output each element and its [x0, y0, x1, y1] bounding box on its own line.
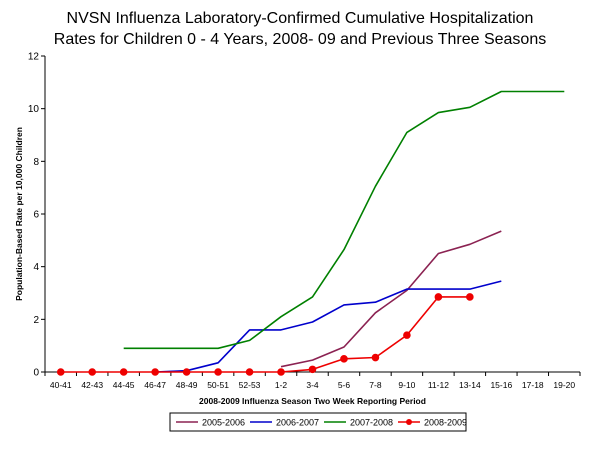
axes: 0 2 4 6 8 10 12 40-41 42-43 44-45 46-47 48-49 50-51 5… [14, 52, 581, 406]
y-tick-label: 10 [28, 104, 40, 115]
data-point-2008-2009 [403, 331, 411, 339]
series-line-2008-2009 [60, 296, 470, 373]
x-tick-label: 19-20 [553, 380, 575, 390]
x-tick-label: 5-6 [338, 380, 351, 390]
legend-label-2007-2008: 2007-2008 [350, 418, 393, 428]
x-tick-label: 44-45 [113, 380, 135, 390]
series-line-2007-2008 [123, 90, 565, 350]
data-point-2008-2009 [308, 365, 317, 374]
x-tick-label: 46-47 [144, 380, 166, 390]
data-point-2008-2009 [371, 353, 380, 362]
x-tick-label: 40-41 [50, 380, 72, 390]
y-tick-label: 6 [33, 210, 39, 221]
y-tick-label: 0 [33, 368, 39, 379]
x-tick-label: 9-10 [398, 380, 415, 390]
x-tick-label: 42-43 [81, 380, 103, 390]
series-2007-2008 [123, 90, 565, 350]
y-tick-label: 4 [33, 262, 39, 273]
series-2006-2007 [155, 280, 502, 373]
chart-title: NVSN Influenza Laboratory-Confirmed Cumu… [0, 8, 600, 50]
data-point-2008-2009 [340, 355, 348, 363]
x-tick-label: 11-12 [428, 380, 449, 390]
x-tick-label: 15-16 [490, 380, 512, 390]
y-tick-label: 8 [33, 157, 39, 168]
data-point-2008-2009 [119, 368, 128, 376]
x-tick-label: 52-53 [239, 380, 261, 390]
x-tick-label: 50-51 [207, 380, 229, 390]
data-point-2008-2009 [88, 368, 97, 376]
data-point-2008-2009 [182, 368, 191, 376]
x-tick-label: 3-4 [306, 380, 319, 390]
data-point-2008-2009 [151, 368, 159, 376]
y-axis-title: Population-Based Rate per 10,000 Childre… [14, 127, 24, 301]
series-group [56, 90, 565, 376]
y-tick-label: 2 [33, 315, 39, 326]
x-tick-label: 1-2 [275, 380, 288, 390]
legend-label-2006-2007: 2006-2007 [276, 418, 319, 428]
x-tick-label: 13-14 [459, 380, 481, 390]
data-point-2008-2009 [56, 368, 65, 376]
data-point-2008-2009 [466, 293, 474, 301]
legend-label-2008-2009: 2008-2009 [424, 418, 467, 428]
series-2005-2006 [280, 230, 502, 368]
data-point-2008-2009 [434, 293, 443, 301]
chart-title-line-2: Rates for Children 0 - 4 Years, 2008- 09… [53, 31, 547, 48]
series-line-2006-2007 [155, 280, 502, 373]
legend-label-2005-2006: 2005-2006 [202, 418, 245, 428]
legend-box [169, 412, 467, 432]
series-line-2005-2006 [280, 230, 502, 368]
series-2008-2009 [56, 293, 474, 376]
data-point-2008-2009 [277, 368, 285, 376]
data-point-2008-2009 [214, 368, 222, 376]
x-axis-title: 2008-2009 Influenza Season Two Week Repo… [199, 396, 426, 406]
legend-marker-2008-2009 [406, 419, 412, 425]
chart-title-line-1: NVSN Influenza Laboratory-Confirmed Cumu… [66, 10, 534, 27]
data-point-2008-2009 [245, 368, 254, 376]
x-tick-label: 7-8 [369, 380, 382, 390]
x-tick-label: 48-49 [176, 380, 198, 390]
y-tick-label: 12 [28, 52, 40, 63]
legend: 2005-2006 2006-2007 2007-2008 2008-2009 [169, 412, 467, 432]
x-tick-label: 17-18 [522, 380, 544, 390]
